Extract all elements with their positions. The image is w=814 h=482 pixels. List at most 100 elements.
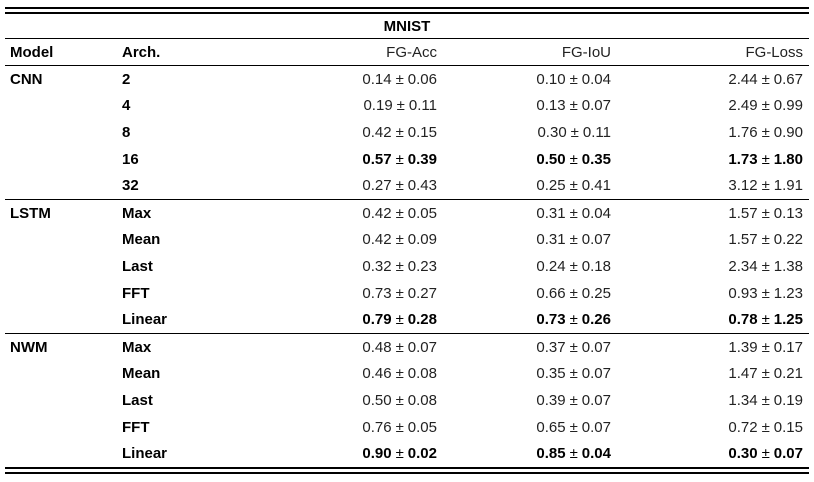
std-value: 0.06 — [407, 70, 437, 88]
std-value: 1.38 — [773, 257, 803, 275]
std-value: 0.07 — [581, 418, 611, 436]
std-value: 0.41 — [581, 177, 611, 195]
std-value: 1.80 — [773, 150, 803, 168]
table-row: Mean 0.42 ±0.09 0.31 ±0.07 1.57 ±0.22 — [5, 227, 809, 254]
column-header-fg-iou: FG-IoU — [561, 43, 611, 61]
fg-loss-cell: 1.57 ±0.22 — [611, 231, 809, 248]
fg-iou-cell: 0.31 ±0.04 — [437, 205, 611, 222]
std-value: 0.05 — [407, 204, 437, 222]
fg-acc-cell: 0.14 ±0.06 — [272, 71, 437, 88]
column-header-row: Model Arch. FG-Acc FG-IoU FG-Loss — [5, 39, 809, 65]
fg-loss-cell: 0.72 ±0.15 — [611, 419, 809, 436]
arch-cell: Last — [122, 257, 153, 275]
std-value: 0.07 — [581, 365, 611, 383]
mean-value: 0.42 — [362, 123, 392, 141]
std-value: 0.04 — [581, 204, 611, 222]
model-cell: CNN — [10, 70, 43, 88]
fg-iou-cell: 0.24 ±0.18 — [437, 258, 611, 275]
model-cell: NWM — [10, 338, 48, 356]
table-row: FFT 0.76 ±0.05 0.65 ±0.07 0.72 ±0.15 — [5, 414, 809, 441]
plus-minus-sign: ± — [569, 257, 578, 275]
arch-cell: 4 — [122, 97, 131, 115]
plus-minus-sign: ± — [569, 284, 578, 302]
fg-iou-cell: 0.65 ±0.07 — [437, 419, 611, 436]
mean-value: 0.48 — [362, 338, 392, 356]
table-title-row: MNIST — [0, 14, 814, 38]
arch-cell: Mean — [122, 365, 161, 383]
arch-cell: 32 — [122, 177, 139, 195]
plus-minus-sign: ± — [395, 177, 404, 195]
rule-below-cnn-section — [5, 198, 809, 200]
column-header-fg-acc: FG-Acc — [386, 43, 437, 61]
table-row: CNN 2 0.14 ±0.06 0.10 ±0.04 2.44 ±0.67 — [5, 66, 809, 93]
mean-value: 0.76 — [362, 418, 392, 436]
section-lstm: LSTM Max 0.42 ±0.05 0.31 ±0.04 1.57 ±0.13 M… — [0, 200, 814, 333]
std-value: 0.15 — [407, 123, 437, 141]
plus-minus-sign: ± — [569, 97, 578, 115]
table-row: Last 0.50 ±0.08 0.39 ±0.07 1.34 ±0.19 — [5, 387, 809, 414]
plus-minus-sign: ± — [569, 70, 578, 88]
fg-loss-cell: 2.44 ±0.67 — [611, 71, 809, 88]
mean-value: 0.13 — [536, 97, 566, 115]
table-row: Linear 0.90 ±0.02 0.85 ±0.04 0.30 ±0.07 — [5, 440, 809, 467]
section-nwm: NWM Max 0.48 ±0.07 0.37 ±0.07 1.39 ±0.17 Me… — [0, 334, 814, 467]
plus-minus-sign: ± — [761, 338, 770, 356]
fg-iou-cell: 0.10 ±0.04 — [437, 71, 611, 88]
mean-value: 0.39 — [536, 391, 566, 409]
mean-value: 0.93 — [728, 284, 758, 302]
plus-minus-sign: ± — [761, 257, 770, 275]
model-cell: LSTM — [10, 204, 51, 222]
mean-value: 0.78 — [728, 311, 758, 329]
std-value: 0.07 — [581, 391, 611, 409]
plus-minus-sign: ± — [395, 338, 404, 356]
arch-cell: Linear — [122, 445, 168, 463]
std-value: 0.21 — [773, 365, 803, 383]
std-value: 0.15 — [773, 418, 803, 436]
fg-acc-cell: 0.79 ±0.28 — [272, 311, 437, 328]
plus-minus-sign: ± — [761, 150, 770, 168]
column-header-arch: Arch. — [122, 43, 161, 61]
mean-value: 0.37 — [536, 338, 566, 356]
plus-minus-sign: ± — [761, 445, 770, 463]
plus-minus-sign: ± — [395, 284, 404, 302]
mean-value: 0.35 — [536, 365, 566, 383]
mean-value: 3.12 — [728, 177, 758, 195]
std-value: 0.05 — [407, 418, 437, 436]
std-value: 0.07 — [407, 338, 437, 356]
plus-minus-sign: ± — [395, 257, 404, 275]
plus-minus-sign: ± — [395, 311, 404, 329]
table-row: Linear 0.79 ±0.28 0.73 ±0.26 0.78 ±1.25 — [5, 306, 809, 333]
std-value: 0.22 — [773, 231, 803, 249]
std-value: 0.17 — [773, 338, 803, 356]
arch-cell: 16 — [122, 150, 139, 168]
arch-cell: Linear — [122, 311, 168, 329]
arch-cell: Last — [122, 391, 153, 409]
mean-value: 0.24 — [536, 257, 566, 275]
fg-iou-cell: 0.37 ±0.07 — [437, 339, 611, 356]
column-header-fg-loss: FG-Loss — [745, 43, 803, 61]
fg-iou-cell: 0.31 ±0.07 — [437, 231, 611, 248]
std-value: 0.18 — [581, 257, 611, 275]
table-row: 4 0.19 ±0.11 0.13 ±0.07 2.49 ±0.99 — [5, 93, 809, 120]
fg-iou-cell: 0.25 ±0.41 — [437, 177, 611, 194]
std-value: 0.13 — [773, 204, 803, 222]
std-value: 0.08 — [407, 365, 437, 383]
arch-cell: FFT — [122, 418, 150, 436]
std-value: 0.07 — [581, 338, 611, 356]
plus-minus-sign: ± — [395, 70, 404, 88]
std-value: 1.91 — [773, 177, 803, 195]
fg-acc-cell: 0.42 ±0.05 — [272, 205, 437, 222]
plus-minus-sign: ± — [761, 418, 770, 436]
plus-minus-sign: ± — [761, 204, 770, 222]
fg-loss-cell: 1.47 ±0.21 — [611, 365, 809, 382]
fg-acc-cell: 0.19 ±0.11 — [272, 97, 437, 114]
std-value: 0.04 — [581, 70, 611, 88]
table-row: NWM Max 0.48 ±0.07 0.37 ±0.07 1.39 ±0.17 — [5, 334, 809, 361]
mean-value: 0.79 — [362, 311, 392, 329]
arch-cell: Max — [122, 204, 152, 222]
table-row: 8 0.42 ±0.15 0.30 ±0.11 1.76 ±0.90 — [5, 119, 809, 146]
table-top-double-rule — [5, 7, 809, 14]
std-value: 0.67 — [773, 70, 803, 88]
plus-minus-sign: ± — [761, 365, 770, 383]
fg-loss-cell: 0.30 ±0.07 — [611, 445, 809, 462]
